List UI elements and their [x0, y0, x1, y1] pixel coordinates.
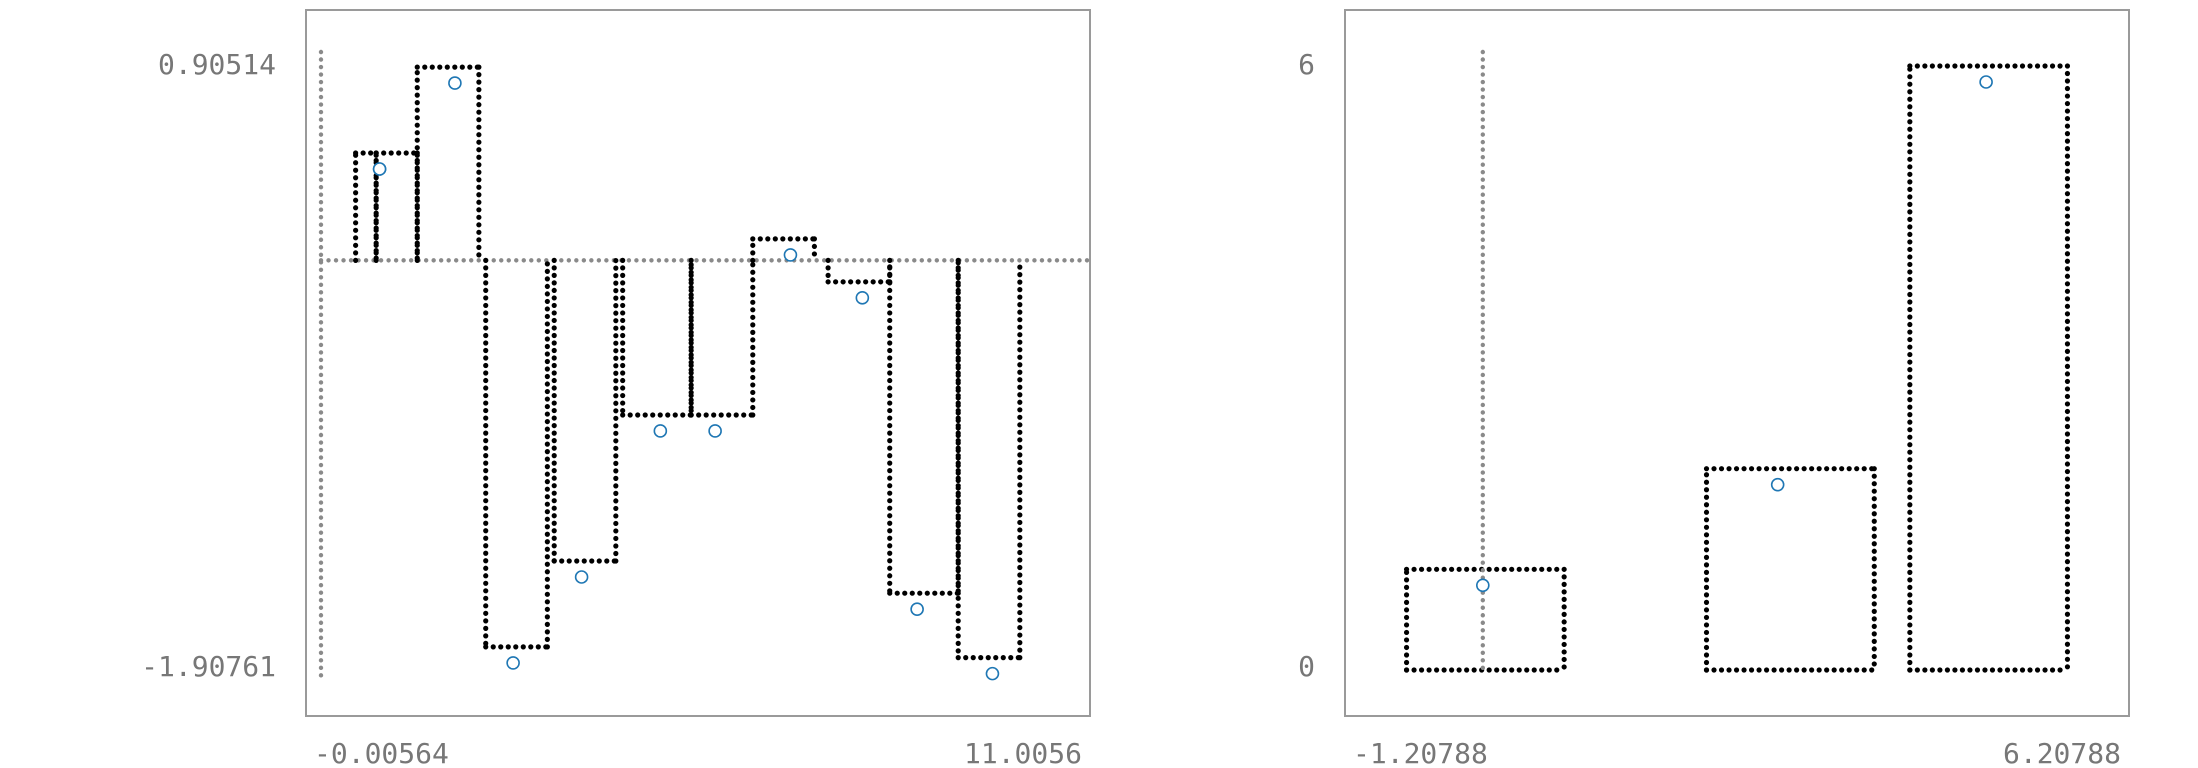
- data-point-1: [1770, 477, 1785, 492]
- left-chart-marks: [318, 49, 1092, 685]
- left-x-tick-right: 11.0056: [964, 737, 1082, 768]
- right-chart: 6 0 -1.20788 6.20788: [1298, 9, 2130, 768]
- data-point-2: [448, 76, 462, 90]
- right-chart-frame: [1344, 9, 2130, 717]
- right-y-tick-top: 6: [1298, 48, 1315, 81]
- data-point-0: [1476, 578, 1490, 593]
- left-x-tick-left: -0.00564: [314, 737, 449, 768]
- left-y-tick-bottom: -1.90761: [141, 650, 276, 683]
- data-point-5: [653, 424, 668, 438]
- left-chart: 0.90514 -1.90761 -0.00564 11.0056: [141, 9, 1092, 768]
- data-point-9: [910, 602, 924, 617]
- right-x-tick-right: 6.20788: [2003, 737, 2121, 768]
- data-point-7: [783, 248, 798, 262]
- data-point-6: [708, 424, 722, 438]
- left-y-tick-top: 0.90514: [158, 48, 276, 81]
- right-x-tick-left: -1.20788: [1353, 737, 1488, 768]
- right-y-tick-bottom: 0: [1298, 650, 1315, 683]
- data-point-2: [1979, 75, 1993, 89]
- left-chart-frame: [305, 9, 1091, 717]
- data-point-4: [574, 570, 589, 584]
- right-chart-marks: [1403, 49, 2071, 673]
- data-point-10: [985, 666, 1000, 681]
- data-point-3: [506, 656, 520, 670]
- data-point-8: [855, 291, 870, 305]
- data-point-1: [372, 162, 387, 176]
